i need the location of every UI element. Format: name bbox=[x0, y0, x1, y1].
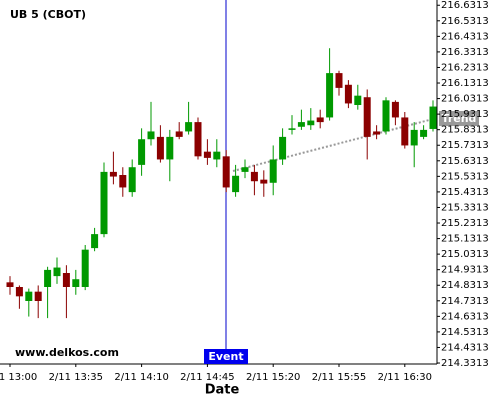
candle-body bbox=[25, 291, 33, 301]
candle-body bbox=[175, 131, 183, 137]
y-tick-label: 215.5313 bbox=[441, 171, 489, 182]
candle-body bbox=[203, 151, 211, 158]
candle-body bbox=[250, 171, 258, 182]
x-tick-label: 2/11 15:20 bbox=[246, 372, 300, 383]
candle-body bbox=[222, 156, 230, 188]
event-label: Event bbox=[208, 350, 243, 363]
candle-body bbox=[138, 139, 146, 165]
x-tick-label: 2/11 16:30 bbox=[378, 372, 432, 383]
y-tick-label: 214.6313 bbox=[441, 311, 489, 322]
candle-body bbox=[6, 282, 14, 287]
candle-body bbox=[363, 97, 371, 137]
x-tick-label: 2/11 14:10 bbox=[114, 372, 168, 383]
x-tick-label: 2/11 15:55 bbox=[312, 372, 366, 383]
y-tick-label: 215.7313 bbox=[441, 140, 489, 151]
candle-body bbox=[100, 171, 108, 235]
candle-body bbox=[194, 122, 202, 157]
candle-body bbox=[213, 151, 221, 160]
candle-body bbox=[34, 291, 42, 301]
candle-body bbox=[288, 128, 296, 130]
candle-body bbox=[166, 136, 174, 160]
candle-body bbox=[316, 117, 324, 123]
candle-body bbox=[260, 179, 268, 184]
y-tick-label: 216.3313 bbox=[441, 47, 489, 58]
candle-body bbox=[269, 159, 277, 183]
trend-line bbox=[232, 117, 438, 172]
candle-body bbox=[53, 267, 61, 277]
candle-body bbox=[391, 101, 399, 118]
candle-body bbox=[307, 120, 315, 126]
candle-body bbox=[109, 171, 117, 177]
y-tick-label: 215.0313 bbox=[441, 249, 489, 260]
candle-body bbox=[81, 249, 89, 287]
candle-body bbox=[344, 84, 352, 104]
y-tick-label: 215.9313 bbox=[441, 109, 489, 120]
candle-body bbox=[326, 73, 334, 118]
y-tick-label: 216.6313 bbox=[441, 0, 489, 11]
candle-body bbox=[429, 106, 437, 129]
y-tick-label: 215.6313 bbox=[441, 156, 489, 167]
y-tick-label: 215.3313 bbox=[441, 202, 489, 213]
chart-title: UB 5 (CBOT) bbox=[10, 8, 86, 21]
x-tick-label: 2/11 13:00 bbox=[0, 372, 37, 383]
y-tick-label: 214.4313 bbox=[441, 342, 489, 353]
candle-body bbox=[185, 122, 193, 132]
y-tick-label: 214.8313 bbox=[441, 280, 489, 291]
trend-label: Trend bbox=[442, 112, 477, 125]
candle-body bbox=[241, 167, 249, 172]
candle-body bbox=[147, 131, 155, 140]
candle-body bbox=[119, 175, 127, 188]
candle-body bbox=[335, 73, 343, 88]
y-tick-label: 214.5313 bbox=[441, 327, 489, 338]
y-tick-label: 215.2313 bbox=[441, 218, 489, 229]
candle-body bbox=[156, 136, 164, 160]
y-tick-label: 216.5313 bbox=[441, 16, 489, 27]
candle-body bbox=[354, 95, 362, 105]
y-tick-label: 214.7313 bbox=[441, 296, 489, 307]
x-axis-title: Date bbox=[205, 383, 240, 398]
y-tick-label: 215.4313 bbox=[441, 187, 489, 198]
candle-body bbox=[15, 287, 23, 297]
y-tick-label: 216.1313 bbox=[441, 78, 489, 89]
watermark: www.delkos.com bbox=[15, 346, 119, 359]
candle-body bbox=[91, 234, 99, 249]
y-tick-label: 215.8313 bbox=[441, 125, 489, 136]
y-tick-label: 216.0313 bbox=[441, 94, 489, 105]
event-box bbox=[204, 349, 248, 364]
candle-body bbox=[62, 273, 70, 287]
candle-body bbox=[128, 167, 136, 193]
candle-body bbox=[373, 131, 381, 135]
candle-body bbox=[232, 175, 240, 193]
trend-box bbox=[439, 111, 479, 126]
x-tick-label: 2/11 13:35 bbox=[49, 372, 103, 383]
y-tick-label: 214.3313 bbox=[441, 358, 489, 369]
y-tick-label: 214.9313 bbox=[441, 265, 489, 276]
candle-body bbox=[420, 129, 428, 137]
candle-body bbox=[72, 279, 80, 287]
y-tick-label: 215.1313 bbox=[441, 234, 489, 245]
candle-body bbox=[279, 136, 287, 160]
x-tick-label: 2/11 14:45 bbox=[180, 372, 234, 383]
y-tick-label: 216.4313 bbox=[441, 31, 489, 42]
candle-body bbox=[297, 122, 305, 127]
y-tick-label: 216.2313 bbox=[441, 62, 489, 73]
candle-body bbox=[382, 100, 390, 132]
candle-body bbox=[401, 117, 409, 146]
candle-body bbox=[410, 129, 418, 146]
candle-body bbox=[44, 269, 52, 287]
